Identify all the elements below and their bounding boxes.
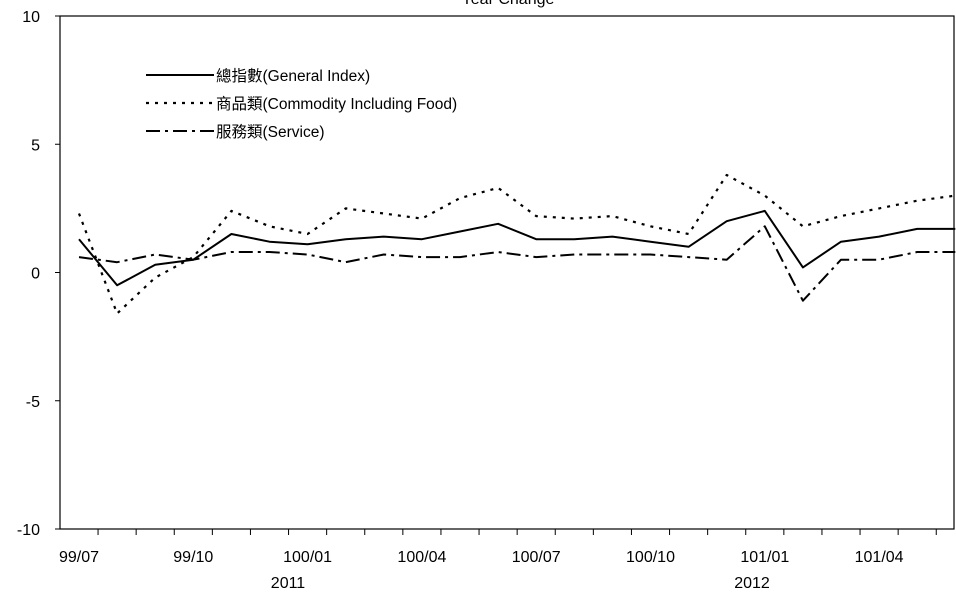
series-line-general — [78, 209, 956, 287]
x-tick-label: 100/07 — [512, 549, 561, 566]
y-tick-label: -5 — [26, 394, 40, 411]
series-group — [77, 173, 956, 315]
x-tick-label: 99/07 — [59, 549, 99, 566]
series-line-commodity — [77, 173, 956, 315]
x-tick-label: 100/01 — [283, 549, 332, 566]
legend-label-commodity: 商品類(Commodity Including Food) — [216, 95, 457, 113]
year-label-2011: 2011 — [271, 575, 306, 592]
x-tick-label: 101/01 — [740, 549, 789, 566]
y-tick-label: 10 — [22, 9, 40, 26]
legend-label-general: 總指數(General Index) — [216, 67, 370, 85]
x-tick-label: 99/10 — [173, 549, 213, 566]
y-axis: 10 5 0 -5 -10 — [17, 9, 60, 539]
chart-title: Year Change — [462, 0, 555, 8]
plot-area — [59, 15, 955, 530]
legend-label-service: 服務類(Service) — [216, 123, 325, 141]
year-label-2012: 2012 — [734, 575, 770, 592]
y-tick-label: -10 — [17, 522, 40, 539]
x-axis: 99/07 99/10 100/01 100/04 100/07 100/10 101/01… — [59, 529, 937, 566]
x-tick-label: 100/10 — [626, 549, 675, 566]
legend: 總指數(General Index) 商品類(Commodity Includi… — [146, 67, 457, 141]
y-tick-label: 5 — [31, 137, 40, 154]
x-tick-label: 100/04 — [397, 549, 446, 566]
x-tick-label: 101/04 — [855, 549, 904, 566]
series-line-service — [78, 225, 956, 302]
y-tick-label: 0 — [31, 266, 40, 283]
